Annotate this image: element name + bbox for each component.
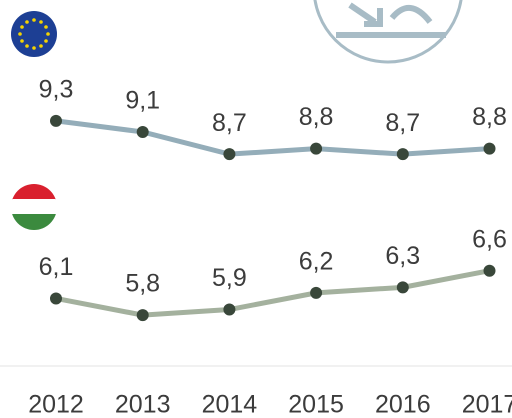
point xyxy=(136,125,149,138)
point xyxy=(396,281,409,294)
value-label: 6,1 xyxy=(39,253,74,281)
value-label: 9,3 xyxy=(39,75,74,103)
value-label: 6,2 xyxy=(299,248,334,276)
icon xyxy=(313,0,463,64)
point xyxy=(483,142,496,155)
series-line xyxy=(55,118,490,157)
value-label: 6,6 xyxy=(472,225,507,253)
x-tick-label: 2015 xyxy=(288,391,344,418)
value-label: 6,3 xyxy=(385,242,420,270)
value-label: 5,8 xyxy=(125,270,160,298)
point xyxy=(310,286,323,299)
value-label: 8,8 xyxy=(472,103,507,131)
hu-flag xyxy=(11,184,57,230)
value-label: 8,7 xyxy=(212,109,247,137)
point xyxy=(396,148,409,161)
value-label: 9,1 xyxy=(125,87,160,115)
point xyxy=(310,142,323,155)
x-tick-label: 2016 xyxy=(375,391,431,418)
value-label: 5,9 xyxy=(212,264,247,292)
x-tick-label: 2012 xyxy=(28,391,84,418)
point xyxy=(483,264,496,277)
series-line xyxy=(55,268,490,318)
point xyxy=(50,114,62,127)
point xyxy=(50,292,62,305)
x-tick-label: 2013 xyxy=(115,391,171,418)
eu-flag xyxy=(11,11,57,57)
point xyxy=(223,303,236,316)
point xyxy=(223,148,236,161)
point xyxy=(136,309,149,322)
x-tick-label: 2017 xyxy=(462,391,512,418)
value-label: 8,8 xyxy=(299,103,334,131)
x-tick-label: 2014 xyxy=(202,391,258,418)
value-label: 8,7 xyxy=(385,109,420,137)
